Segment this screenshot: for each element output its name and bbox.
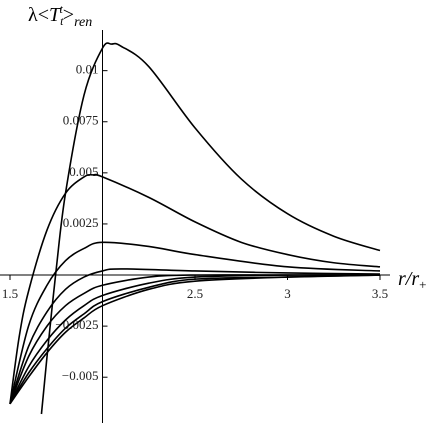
y-label-part: t (59, 2, 63, 16)
y-label-part: λ< (28, 4, 49, 26)
y-tick-label: −0.005 (62, 368, 99, 383)
x-tick-label: 1.5 (2, 286, 18, 301)
x-label-part: r/r (398, 268, 419, 290)
x-tick-label: 3 (284, 286, 291, 301)
y-tick-label: 0.0025 (63, 215, 99, 230)
curve (40, 42, 381, 415)
y-tick-label: 0.0075 (63, 113, 99, 128)
x-label-part: + (419, 277, 426, 292)
x-tick-label: 3.5 (372, 286, 388, 301)
x-tick-label: 2.5 (187, 286, 203, 301)
y-axis-label: λ<Ttt>ren (28, 2, 92, 30)
y-label-part: ren (74, 15, 92, 30)
curve (9, 268, 381, 405)
curve (9, 274, 381, 405)
y-label-part: T (49, 4, 62, 26)
x-axis-label: r/r+ (398, 268, 426, 292)
y-label-part: > (63, 4, 74, 26)
y-tick-label: 0.01 (76, 62, 99, 77)
y-label-part: t (60, 14, 64, 28)
curve (9, 241, 381, 404)
curve (9, 274, 381, 405)
curve (9, 173, 381, 404)
